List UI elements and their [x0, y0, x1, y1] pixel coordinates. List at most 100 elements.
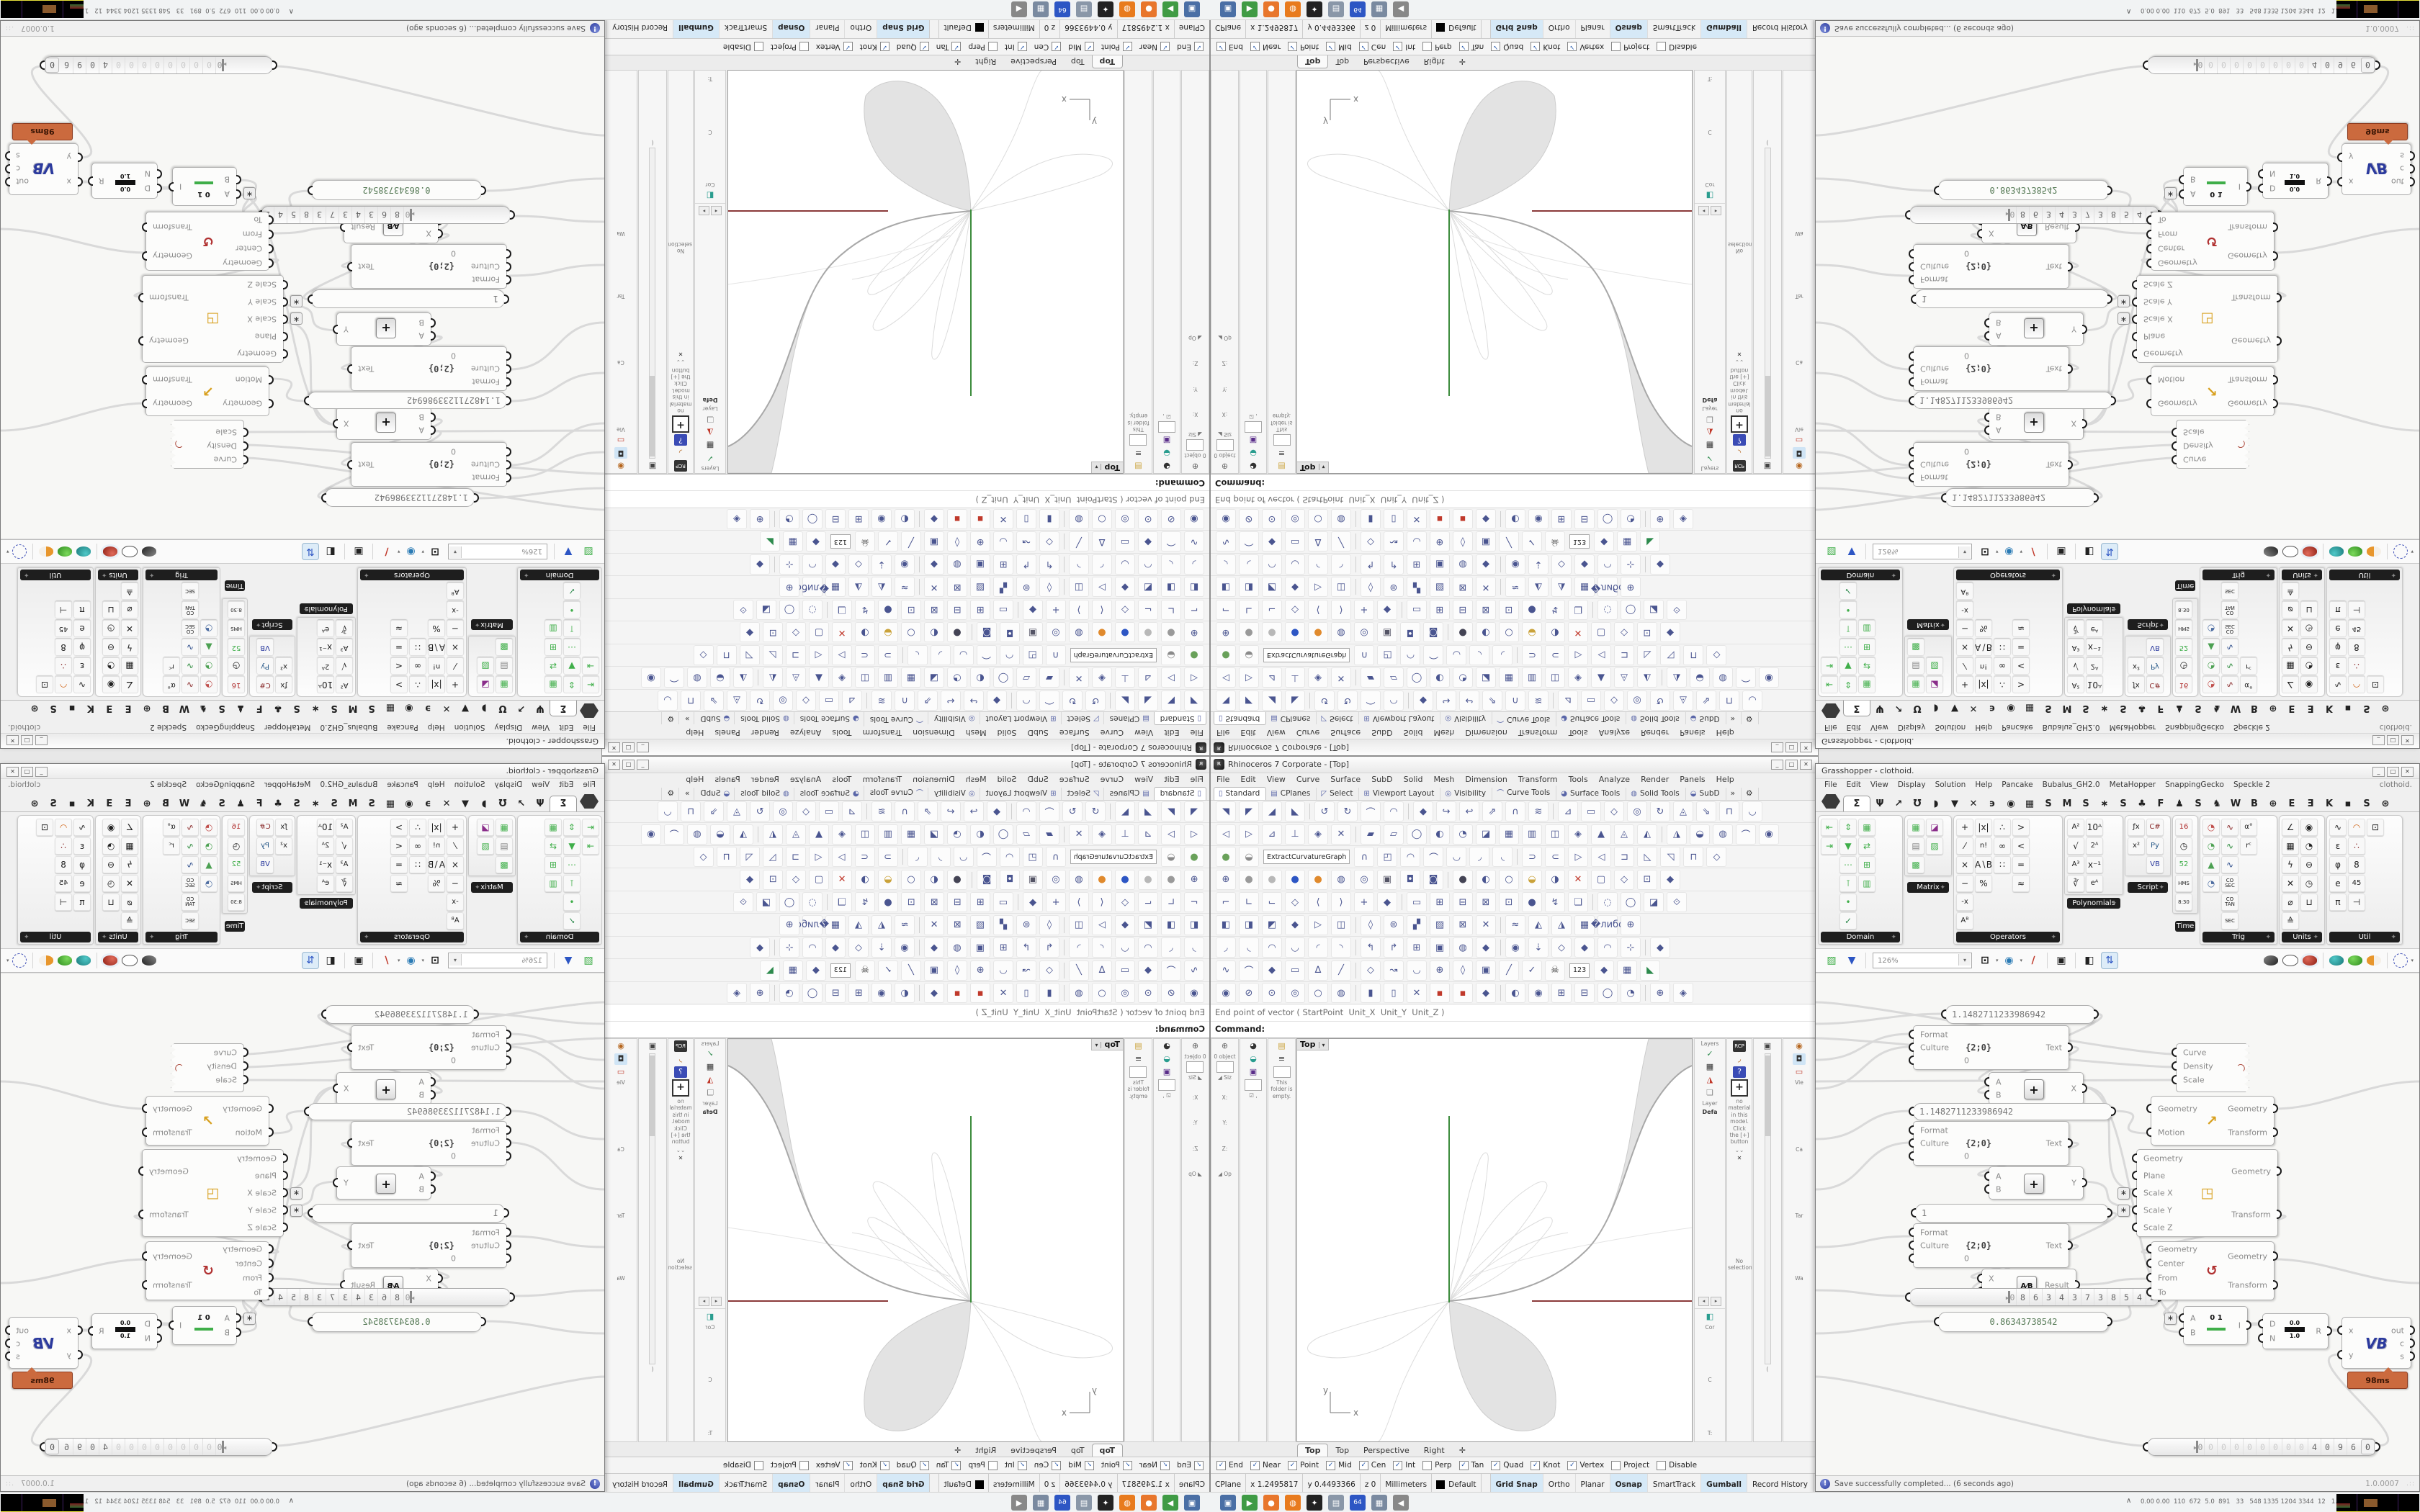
- component-icon[interactable]: ≈: [390, 620, 408, 637]
- component-icon[interactable]: 10ᴬ: [2086, 819, 2103, 836]
- osnap-cen[interactable]: ✓ Cen: [1034, 1460, 1062, 1470]
- toolbar-icon[interactable]: ⌙: [1139, 600, 1157, 619]
- checkbox-icon[interactable]: ✓: [1458, 42, 1469, 52]
- dome-icon[interactable]: ◒: [1163, 1054, 1170, 1063]
- component-icon[interactable]: e: [73, 875, 91, 892]
- gh-tab-3[interactable]: ↗: [517, 703, 526, 714]
- toolbar-icon[interactable]: ◤: [1162, 691, 1180, 710]
- port-nub[interactable]: [2068, 1241, 2073, 1250]
- component-icon[interactable]: ▤: [496, 657, 513, 675]
- toolbar-icon[interactable]: ⊡: [902, 893, 920, 912]
- gh-tab-20[interactable]: ♞: [199, 798, 207, 809]
- maximize-button[interactable]: □: [1785, 742, 1798, 752]
- notepad-icon[interactable]: ▤: [1076, 1495, 1092, 1511]
- toolbar-icon[interactable]: ✕: [1332, 668, 1350, 688]
- vb-script-node[interactable]: x y VB out c s: [2341, 1317, 2411, 1369]
- component-icon[interactable]: VB: [2146, 639, 2164, 656]
- tab-params-hex-icon[interactable]: [580, 794, 599, 809]
- gh-menu-display[interactable]: Display: [494, 780, 523, 789]
- toolbar-icon[interactable]: ◬: [1615, 824, 1634, 844]
- menu-solid[interactable]: Solid: [997, 728, 1017, 738]
- toolbar-icon[interactable]: ◡: [658, 691, 677, 710]
- toolbar-icon[interactable]: ⌒: [1240, 960, 1258, 980]
- group-expand-icon[interactable]: ✦: [1940, 883, 1945, 891]
- port-nub[interactable]: [2146, 1259, 2151, 1268]
- port-nub[interactable]: [2132, 332, 2137, 341]
- toolbar-icon[interactable]: ◜: [1309, 938, 1327, 957]
- port-nub[interactable]: [88, 176, 93, 186]
- toolbar-icon[interactable]: ⊞: [971, 893, 990, 912]
- toolbar-icon[interactable]: ↪: [1437, 691, 1456, 710]
- component-icon[interactable]: α°: [2240, 676, 2257, 693]
- toolbar-icon[interactable]: ◔: [1621, 510, 1640, 528]
- toolbar-icon[interactable]: ↱: [1017, 938, 1036, 957]
- component-icon[interactable]: 16: [2175, 819, 2192, 836]
- component-icon[interactable]: ◉: [102, 676, 120, 693]
- toolbar-icon[interactable]: ✕: [1476, 915, 1495, 935]
- toolbar-icon[interactable]: ●: [1523, 893, 1541, 912]
- toolbar-icon[interactable]: ⊡: [1500, 600, 1518, 619]
- component-icon[interactable]: -x: [447, 601, 464, 618]
- toolbar-icon[interactable]: ↺: [1315, 802, 1334, 821]
- port-nub[interactable]: [2146, 1103, 2151, 1113]
- gh-tab-25[interactable]: Ǝ: [2307, 798, 2314, 809]
- component-icon[interactable]: Py: [256, 837, 274, 855]
- component-icon[interactable]: •: [1839, 894, 1857, 911]
- port-nub[interactable]: [5, 1326, 10, 1335]
- osnap-knot[interactable]: ✓ Knot: [1531, 1460, 1560, 1470]
- toolbar-icon[interactable]: ◤: [1162, 802, 1180, 821]
- toolbar-icon[interactable]: ⌒: [1736, 824, 1755, 844]
- checkbox-icon[interactable]: [1657, 42, 1667, 52]
- checkbox-icon[interactable]: ✓: [1084, 42, 1094, 52]
- port-nub[interactable]: [5, 177, 10, 186]
- toolbar-icon[interactable]: ∩: [1355, 847, 1374, 866]
- minimize-button[interactable]: _: [35, 735, 48, 745]
- toolbar-tab-cplanes[interactable]: ▤ CPlanes: [1266, 788, 1317, 800]
- component-icon[interactable]: HMS: [2175, 875, 2192, 892]
- component-icon[interactable]: ⌀: [2282, 601, 2299, 618]
- component-icon[interactable]: ◷: [2300, 875, 2318, 892]
- toolbar-icon[interactable]: ⊹: [1621, 555, 1640, 574]
- port-nub[interactable]: [1984, 1171, 1989, 1181]
- toolbar-icon[interactable]: ≋: [872, 691, 891, 710]
- addition-node[interactable]: A B + X: [1989, 1072, 2084, 1105]
- component-icon[interactable]: ∞: [1994, 657, 2011, 675]
- component-icon[interactable]: ▩: [1907, 639, 1924, 656]
- checkbox-icon[interactable]: ✓: [1326, 42, 1336, 52]
- tray-chevron-icon[interactable]: ∧: [288, 1497, 294, 1505]
- ribbon-group-label[interactable]: Polynomials ✦: [300, 603, 353, 614]
- toolbar-icon[interactable]: ⟨: [1093, 893, 1111, 912]
- component-icon[interactable]: e: [73, 620, 91, 637]
- toolbar-icon[interactable]: ◙: [1424, 623, 1443, 642]
- ribbon-group-label[interactable]: Matrix ✦: [471, 882, 513, 893]
- toolbar-icon[interactable]: ◰: [1023, 646, 1042, 665]
- toolbar-icon[interactable]: ⊟: [826, 984, 845, 1002]
- maximize-button[interactable]: □: [622, 760, 635, 770]
- scale-node[interactable]: Geometry Plane Scale X Scale Y Scale Z Geomet…: [142, 1149, 284, 1237]
- viewport-tab-perspective[interactable]: Perspective: [1363, 1446, 1410, 1455]
- preview-custom-green-icon[interactable]: [57, 955, 72, 966]
- toolbar-icon[interactable]: ⇗: [918, 691, 937, 710]
- port-nub[interactable]: [2179, 189, 2184, 199]
- viewport-tab-perspective[interactable]: Perspective: [1010, 57, 1057, 66]
- menu-curve[interactable]: Curve: [1100, 728, 1124, 738]
- toolbar-icon[interactable]: ⇣: [872, 938, 891, 957]
- toolbar-icon[interactable]: ◣: [1116, 691, 1134, 710]
- toolbar-icon[interactable]: ▷: [1309, 577, 1327, 597]
- toolbar-icon[interactable]: ●: [1263, 623, 1281, 642]
- menu-file[interactable]: File: [1190, 728, 1204, 738]
- toolbar-icon[interactable]: ◎: [1355, 623, 1373, 642]
- gh-menu-pancake[interactable]: Pancake: [387, 780, 418, 789]
- gh-tab-7[interactable]: ✕: [442, 798, 451, 809]
- toolbar-icon[interactable]: ∿: [1216, 960, 1235, 980]
- toolbar-icon[interactable]: ⊕: [1216, 870, 1235, 889]
- component-icon[interactable]: ▩: [496, 856, 513, 873]
- training-icon[interactable]: ◕: [1163, 1041, 1170, 1050]
- viewport-tab-✛[interactable]: ✛: [954, 57, 962, 66]
- toolbar-tab-overflow[interactable]: »: [678, 712, 694, 724]
- open-file-icon[interactable]: ▨: [583, 955, 593, 966]
- caret-icon[interactable]: ▾: [1996, 958, 1999, 963]
- group-expand-icon[interactable]: ✦: [2111, 899, 2117, 907]
- port-nub[interactable]: [308, 1317, 313, 1326]
- firefox-icon[interactable]: ●: [1141, 1, 1157, 17]
